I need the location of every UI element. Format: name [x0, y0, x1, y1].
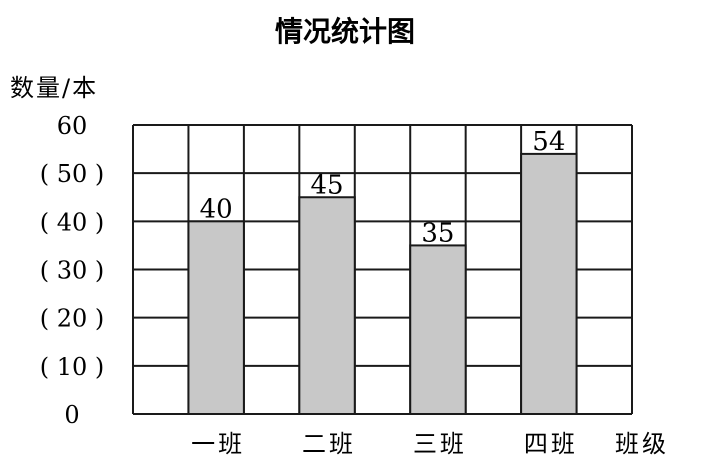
x-category-label: 一班	[191, 430, 245, 458]
y-tick-label: ( 50 )	[40, 160, 105, 188]
y-tick-label: ( 10 )	[40, 353, 105, 381]
y-tick-label: 0	[64, 401, 79, 429]
x-category-label: 三班	[413, 430, 467, 458]
y-tick-labels: 0 ( 10 ) ( 20 ) ( 30 ) ( 40 ) ( 50 ) 60	[40, 112, 105, 429]
data-label: 54	[532, 127, 565, 157]
x-category-labels: 一班 二班 三班 四班	[191, 430, 578, 458]
y-tick-label: ( 20 )	[40, 305, 105, 333]
chart-title: 情况统计图	[275, 15, 415, 48]
y-tick-label: ( 40 )	[40, 208, 105, 236]
bar	[187, 220, 245, 415]
data-label: 40	[200, 194, 233, 224]
data-label: 45	[311, 170, 344, 200]
bars: 40 45 35 54	[187, 127, 578, 415]
y-axis-label: 数量/本	[10, 74, 98, 102]
x-axis-label: 班级	[615, 430, 669, 458]
y-tick-label: ( 30 )	[40, 257, 105, 285]
x-category-label: 二班	[302, 430, 356, 458]
bar	[298, 196, 356, 415]
x-category-label: 四班	[524, 430, 578, 458]
bar	[520, 152, 578, 415]
data-label: 35	[421, 218, 454, 248]
y-tick-label: 60	[57, 112, 88, 140]
bar	[409, 244, 467, 415]
